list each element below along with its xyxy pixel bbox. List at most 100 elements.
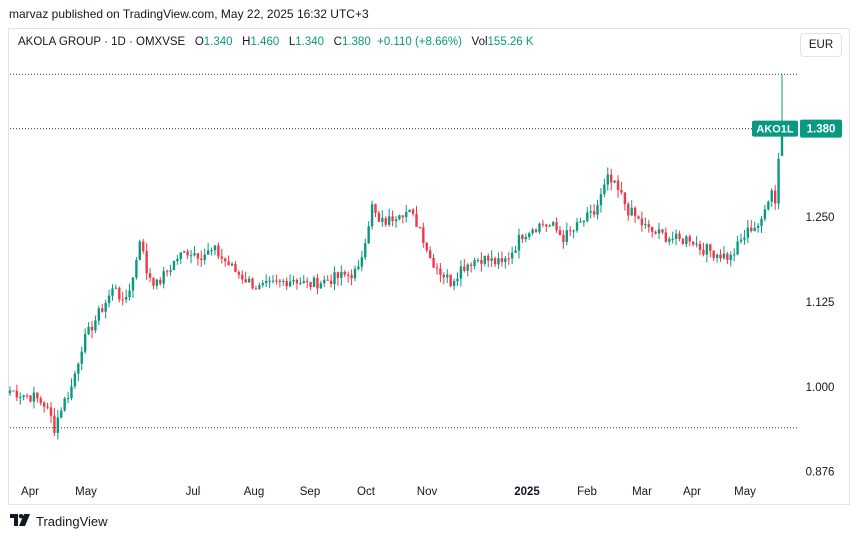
candle	[586, 207, 589, 223]
candle	[278, 278, 282, 288]
candle	[336, 271, 340, 286]
candle-body	[555, 222, 558, 231]
candle-body	[780, 128, 784, 156]
candle-body	[565, 230, 568, 243]
candle-body	[285, 280, 288, 287]
candle	[196, 253, 200, 266]
x-axis: Apr May Jul Aug Sep Oct Nov 2025 Feb Mar Apr May	[21, 486, 756, 498]
candle	[316, 274, 319, 295]
candle	[753, 221, 756, 232]
candle	[53, 407, 56, 437]
ticker-tag-box	[752, 120, 798, 137]
candle-body	[763, 209, 767, 219]
candle-body	[562, 234, 565, 243]
candle	[562, 230, 565, 249]
candle	[374, 203, 377, 218]
legend-low-value: 1.340	[295, 36, 325, 48]
candle	[381, 210, 384, 227]
y-tick-label: 1.125	[806, 297, 835, 309]
candle-body	[32, 392, 36, 402]
candle	[299, 277, 302, 286]
candle-body	[319, 283, 323, 289]
candle	[722, 246, 726, 260]
candle	[360, 250, 364, 272]
candle-body	[316, 277, 319, 289]
candle-body	[623, 192, 627, 205]
candle	[217, 242, 220, 259]
candle	[592, 204, 596, 218]
candle-body	[446, 274, 449, 278]
x-tick-label: Aug	[244, 486, 264, 498]
candle-body	[770, 190, 773, 202]
ohlc-legend: AKOLA GROUP · 1D · OMXVSE O1.340 H1.460 …	[18, 36, 534, 48]
candle	[565, 222, 568, 246]
candle-body	[606, 174, 609, 185]
candle	[528, 232, 531, 240]
candle-body	[746, 227, 750, 238]
x-tick-label: Mar	[632, 486, 652, 498]
candle	[674, 229, 678, 246]
currency-button[interactable]: EUR	[800, 33, 842, 57]
candle	[128, 283, 131, 301]
candle-body	[36, 392, 39, 399]
candle-body	[750, 227, 753, 232]
candle-body	[189, 255, 193, 257]
price-tag-box	[800, 119, 842, 138]
candle	[473, 257, 476, 270]
candle-body	[411, 209, 415, 214]
candle-body	[469, 264, 473, 266]
candle	[507, 252, 510, 266]
candle	[411, 208, 415, 217]
candle	[452, 278, 456, 291]
candle	[224, 257, 227, 267]
candle	[80, 346, 83, 371]
candle	[63, 396, 66, 412]
candle	[148, 268, 152, 283]
candle	[25, 393, 29, 399]
candle-body	[176, 259, 179, 262]
candle	[73, 370, 77, 389]
candle	[493, 256, 497, 268]
candle-body	[258, 285, 261, 289]
candle-body	[384, 218, 387, 225]
candle	[640, 211, 644, 232]
x-tick-label: Oct	[357, 486, 376, 498]
candle-body	[695, 243, 698, 245]
candle-body	[203, 254, 206, 260]
candle-body	[159, 279, 162, 284]
candle	[333, 266, 336, 291]
candle-body	[487, 255, 490, 261]
candle	[521, 234, 524, 243]
candle	[357, 260, 360, 271]
candle-body	[405, 212, 408, 218]
candle-body	[152, 277, 155, 286]
candle-body	[227, 261, 230, 266]
candle-body	[312, 277, 316, 288]
candle	[480, 252, 483, 272]
candle-body	[497, 258, 500, 265]
candle	[558, 226, 562, 236]
candle	[729, 251, 732, 267]
candle	[555, 217, 558, 233]
candle-body	[599, 194, 603, 206]
candle-body	[329, 280, 333, 285]
candle-body	[370, 204, 374, 227]
candle-body	[449, 274, 452, 287]
candle-body	[483, 255, 487, 264]
candle	[476, 257, 480, 263]
legend-volume-label: Vol	[471, 36, 488, 48]
candle-body	[685, 236, 688, 244]
tradingview-logo-icon	[10, 514, 32, 529]
candle-body	[620, 189, 623, 193]
candle	[651, 226, 654, 238]
candle-body	[169, 270, 172, 272]
candle	[210, 247, 213, 256]
candle	[449, 274, 452, 288]
candle-body	[42, 402, 46, 407]
candle-body	[476, 259, 480, 261]
tradingview-footer[interactable]: TradingView	[10, 514, 108, 529]
candle	[401, 215, 405, 224]
candle	[715, 253, 719, 263]
candle	[534, 228, 538, 234]
